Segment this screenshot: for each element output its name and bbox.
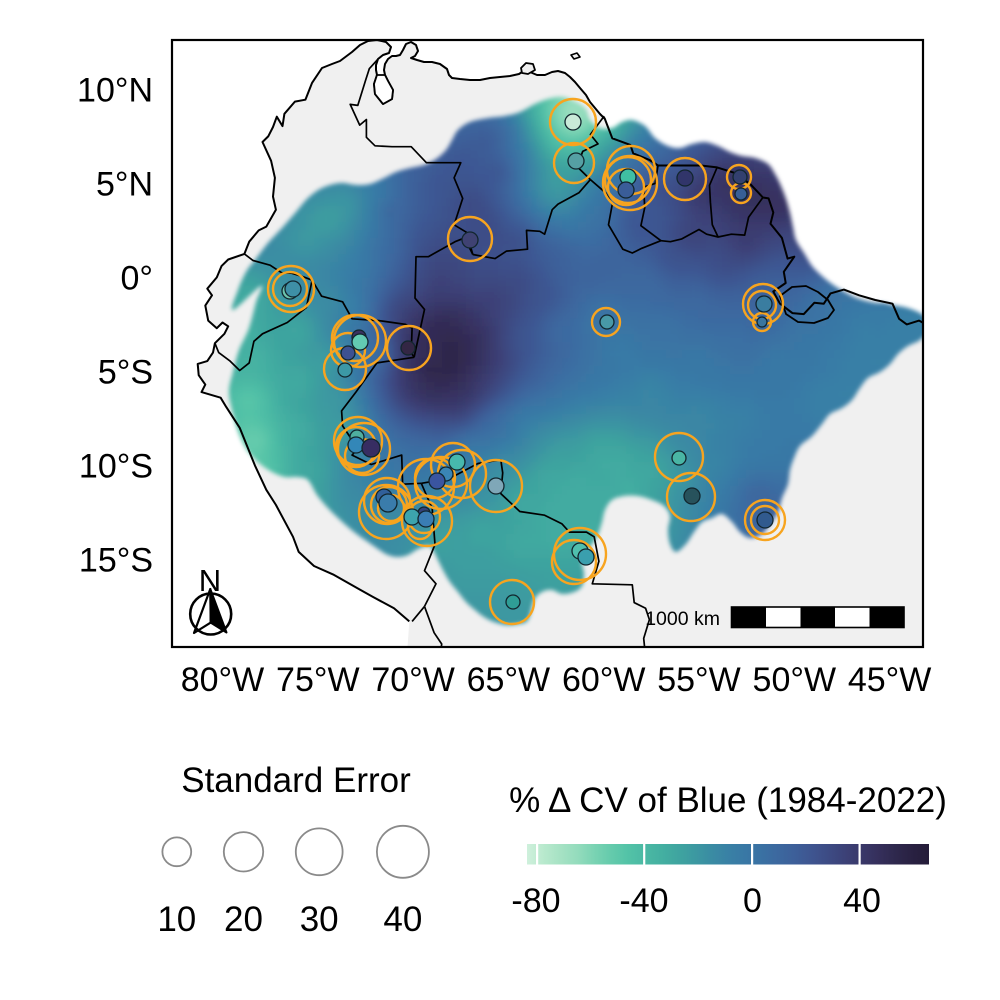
- svg-text:30: 30: [300, 900, 339, 939]
- svg-text:70°W: 70°W: [371, 661, 455, 699]
- svg-text:65°W: 65°W: [467, 661, 551, 699]
- svg-text:10°S: 10°S: [79, 447, 153, 485]
- svg-text:5°S: 5°S: [98, 353, 153, 391]
- svg-text:40: 40: [843, 882, 881, 920]
- svg-text:20: 20: [224, 900, 263, 939]
- svg-text:0: 0: [743, 882, 762, 920]
- svg-text:10: 10: [157, 900, 196, 939]
- svg-text:5°N: 5°N: [96, 165, 153, 203]
- svg-text:Standard Error: Standard Error: [181, 761, 411, 800]
- svg-text:50°W: 50°W: [753, 661, 837, 699]
- svg-text:55°W: 55°W: [657, 661, 741, 699]
- svg-text:% Δ CV of Blue (1984-2022): % Δ CV of Blue (1984-2022): [509, 781, 947, 820]
- svg-text:15°S: 15°S: [79, 541, 153, 579]
- svg-text:1000 km: 1000 km: [645, 608, 720, 630]
- svg-text:N: N: [199, 563, 221, 598]
- svg-text:0°: 0°: [120, 259, 153, 297]
- svg-text:10°N: 10°N: [77, 71, 153, 109]
- svg-text:60°W: 60°W: [562, 661, 646, 699]
- svg-text:80°W: 80°W: [181, 661, 265, 699]
- svg-text:45°W: 45°W: [848, 661, 932, 699]
- svg-text:-40: -40: [619, 882, 668, 920]
- svg-text:-80: -80: [511, 882, 560, 920]
- svg-text:75°W: 75°W: [276, 661, 360, 699]
- svg-text:40: 40: [383, 900, 422, 939]
